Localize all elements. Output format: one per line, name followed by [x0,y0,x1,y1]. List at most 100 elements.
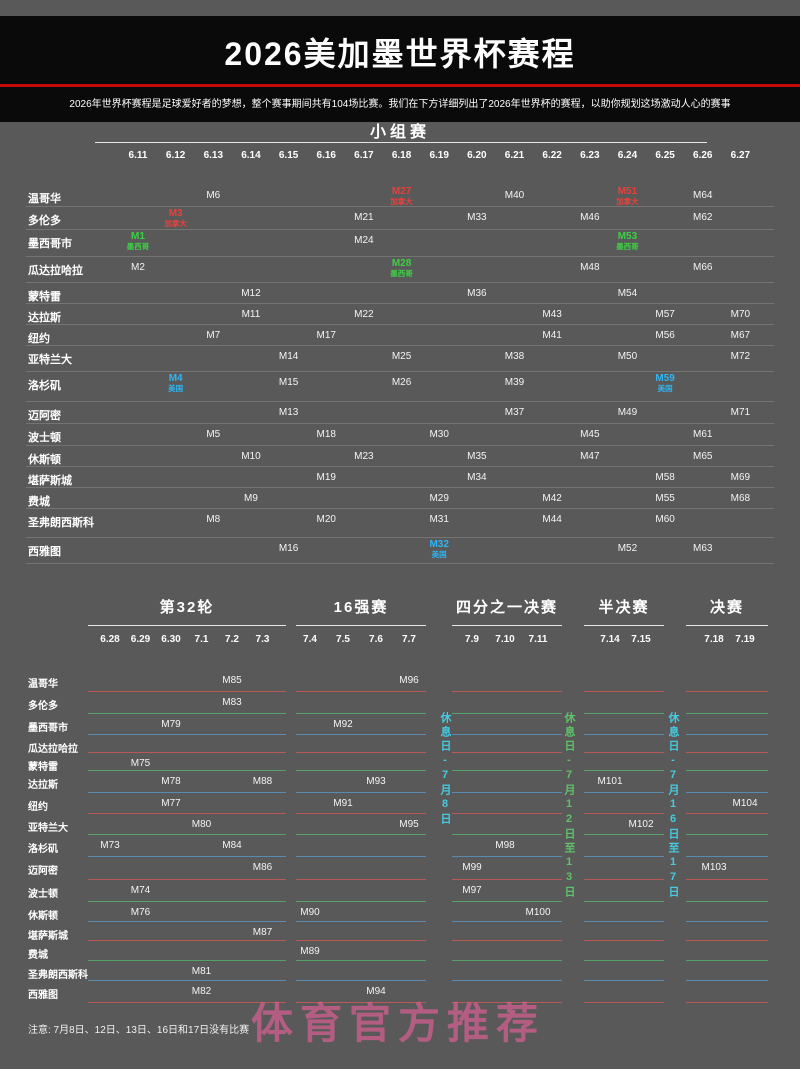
row-line-fin [686,691,768,692]
match-M13: M13 [278,407,299,418]
match-M2: M2 [131,262,145,273]
host-country-label: 墨西哥 [390,268,413,278]
knockout-date: 7.7 [402,634,416,645]
row-line-fin [686,879,768,880]
match-M3: M3 加拿大 [164,208,187,227]
row-line [26,537,774,538]
city-label: 洛杉矶 [28,844,58,855]
match-M44: M44 [542,514,562,525]
city-label: 堪萨斯城 [28,475,72,487]
match-M36: M36 [467,288,487,299]
rest-day-note: 休息日-7月8日 [439,712,451,827]
group-date: 6.18 [391,150,412,161]
knockout-date: 7.19 [735,634,755,645]
row-line-sf [584,1002,664,1003]
match-M15: M15 [278,377,299,388]
match-M31: M31 [429,514,449,525]
match-M104: M104 [732,798,758,809]
match-M25: M25 [391,351,412,362]
host-country-label: 美国 [168,383,184,393]
match-M92: M92 [333,719,353,730]
group-date: 6.21 [504,150,525,161]
stage-title-sf: 半决赛 [598,599,650,616]
match-M39: M39 [504,377,525,388]
row-line-sf [584,856,664,857]
row-line-sf [584,901,664,902]
stage-title-underline [88,625,286,626]
city-label: 圣弗朗西斯科 [28,517,94,529]
row-line-qf [452,834,562,835]
row-line-qf [452,770,562,771]
match-M59: M59 美国 [655,373,674,392]
match-M101: M101 [597,776,623,787]
row-line-r32 [88,734,286,735]
match-M10: M10 [241,451,261,462]
city-label: 温哥华 [28,679,58,690]
match-M76: M76 [130,907,151,918]
match-M42: M42 [542,493,562,504]
row-line-sf [584,813,664,814]
knockout-date: 7.6 [369,634,383,645]
row-line-r16 [296,960,426,961]
match-M81: M81 [191,966,212,977]
row-line-r16 [296,879,426,880]
knockout-date: 7.18 [704,634,724,645]
knockout-date: 7.4 [303,634,317,645]
match-M91: M91 [333,798,353,809]
match-M96: M96 [399,675,419,686]
knockout-date: 7.10 [495,634,515,645]
match-M99: M99 [462,862,482,873]
city-label: 蒙特雷 [28,291,61,303]
city-label: 休斯顿 [28,454,61,466]
stage-title-underline [686,625,768,626]
match-M87: M87 [252,927,273,938]
group-date: 6.25 [655,150,675,161]
match-M21: M21 [354,212,374,223]
row-line-r32 [88,879,286,880]
row-line [26,508,774,509]
match-M88: M88 [252,776,273,787]
match-number: M28 [391,258,412,269]
match-M9: M9 [243,493,258,504]
group-date: 6.26 [693,150,713,161]
match-M30: M30 [429,429,449,440]
city-label: 纽约 [28,333,50,345]
city-label: 迈阿密 [28,866,58,877]
row-line-fin [686,713,768,714]
match-M85: M85 [222,675,242,686]
match-M24: M24 [354,235,374,246]
city-label: 洛杉矶 [28,380,61,392]
row-line-fin [686,734,768,735]
city-label: 蒙特雷 [28,762,58,773]
row-line-r16 [296,940,426,941]
match-M74: M74 [130,885,151,896]
row-line-r32 [88,940,286,941]
stage-title-underline [296,625,426,626]
match-M18: M18 [316,429,336,440]
group-date: 6.19 [429,150,449,161]
match-M45: M45 [580,429,600,440]
poster-header: 2026美加墨世界杯赛程 2026年世界杯赛程是足球爱好者的梦想，整个赛事期间共… [0,16,800,122]
row-line-r16 [296,921,426,922]
match-M98: M98 [495,840,515,851]
match-number: M1 [131,231,145,242]
row-line-qf [452,813,562,814]
match-M41: M41 [542,330,562,341]
row-line-r32 [88,980,286,981]
row-line-sf [584,691,664,692]
row-line [26,466,774,467]
row-line-fin [686,770,768,771]
row-line-r16 [296,856,426,857]
match-M89: M89 [300,946,320,957]
row-line-r16 [296,691,426,692]
city-label: 亚特兰大 [28,354,72,366]
match-M72: M72 [730,351,751,362]
row-line-qf [452,980,562,981]
knockout-date: 6.30 [161,634,181,645]
match-M86: M86 [252,862,273,873]
row-line-r32 [88,921,286,922]
city-label: 费城 [28,950,48,961]
row-line-fin [686,1002,768,1003]
